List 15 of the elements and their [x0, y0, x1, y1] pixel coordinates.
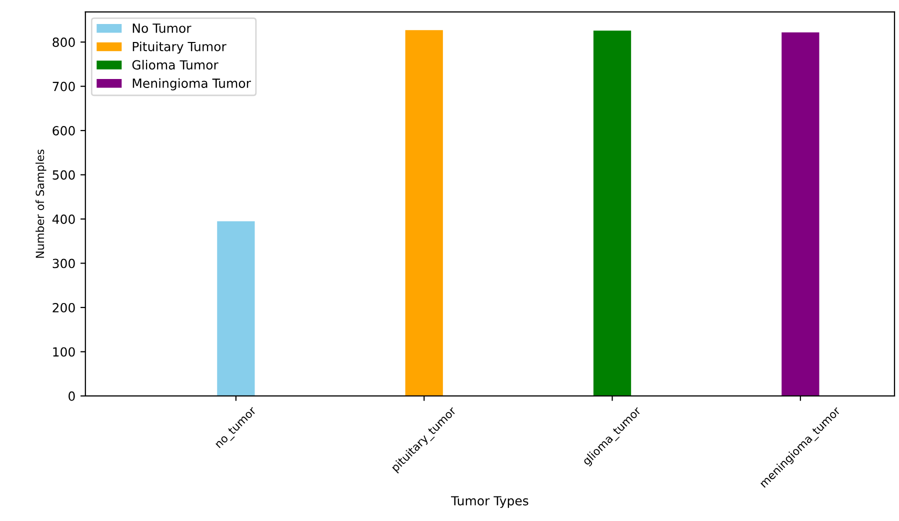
- legend-label: Meningioma Tumor: [132, 78, 251, 90]
- y-axis-title: Number of Samples: [36, 150, 46, 258]
- x-axis-title: Tumor Types: [451, 496, 528, 508]
- y-tick-label: 0: [68, 391, 75, 401]
- legend-label: Pituitary Tumor: [132, 42, 226, 54]
- y-tick-label: 500: [52, 170, 75, 180]
- y-tick-label: 100: [53, 347, 75, 357]
- y-tick-label: 300: [52, 258, 75, 268]
- y-tick-label: 200: [52, 302, 75, 312]
- legend-label: No Tumor: [132, 24, 192, 33]
- y-tick-label: 600: [52, 126, 75, 136]
- legend-label: Glioma Tumor: [132, 60, 218, 70]
- y-tick-label: 400: [52, 214, 75, 224]
- y-tick-label: 700: [52, 82, 75, 92]
- y-tick-label: 800: [52, 38, 75, 47]
